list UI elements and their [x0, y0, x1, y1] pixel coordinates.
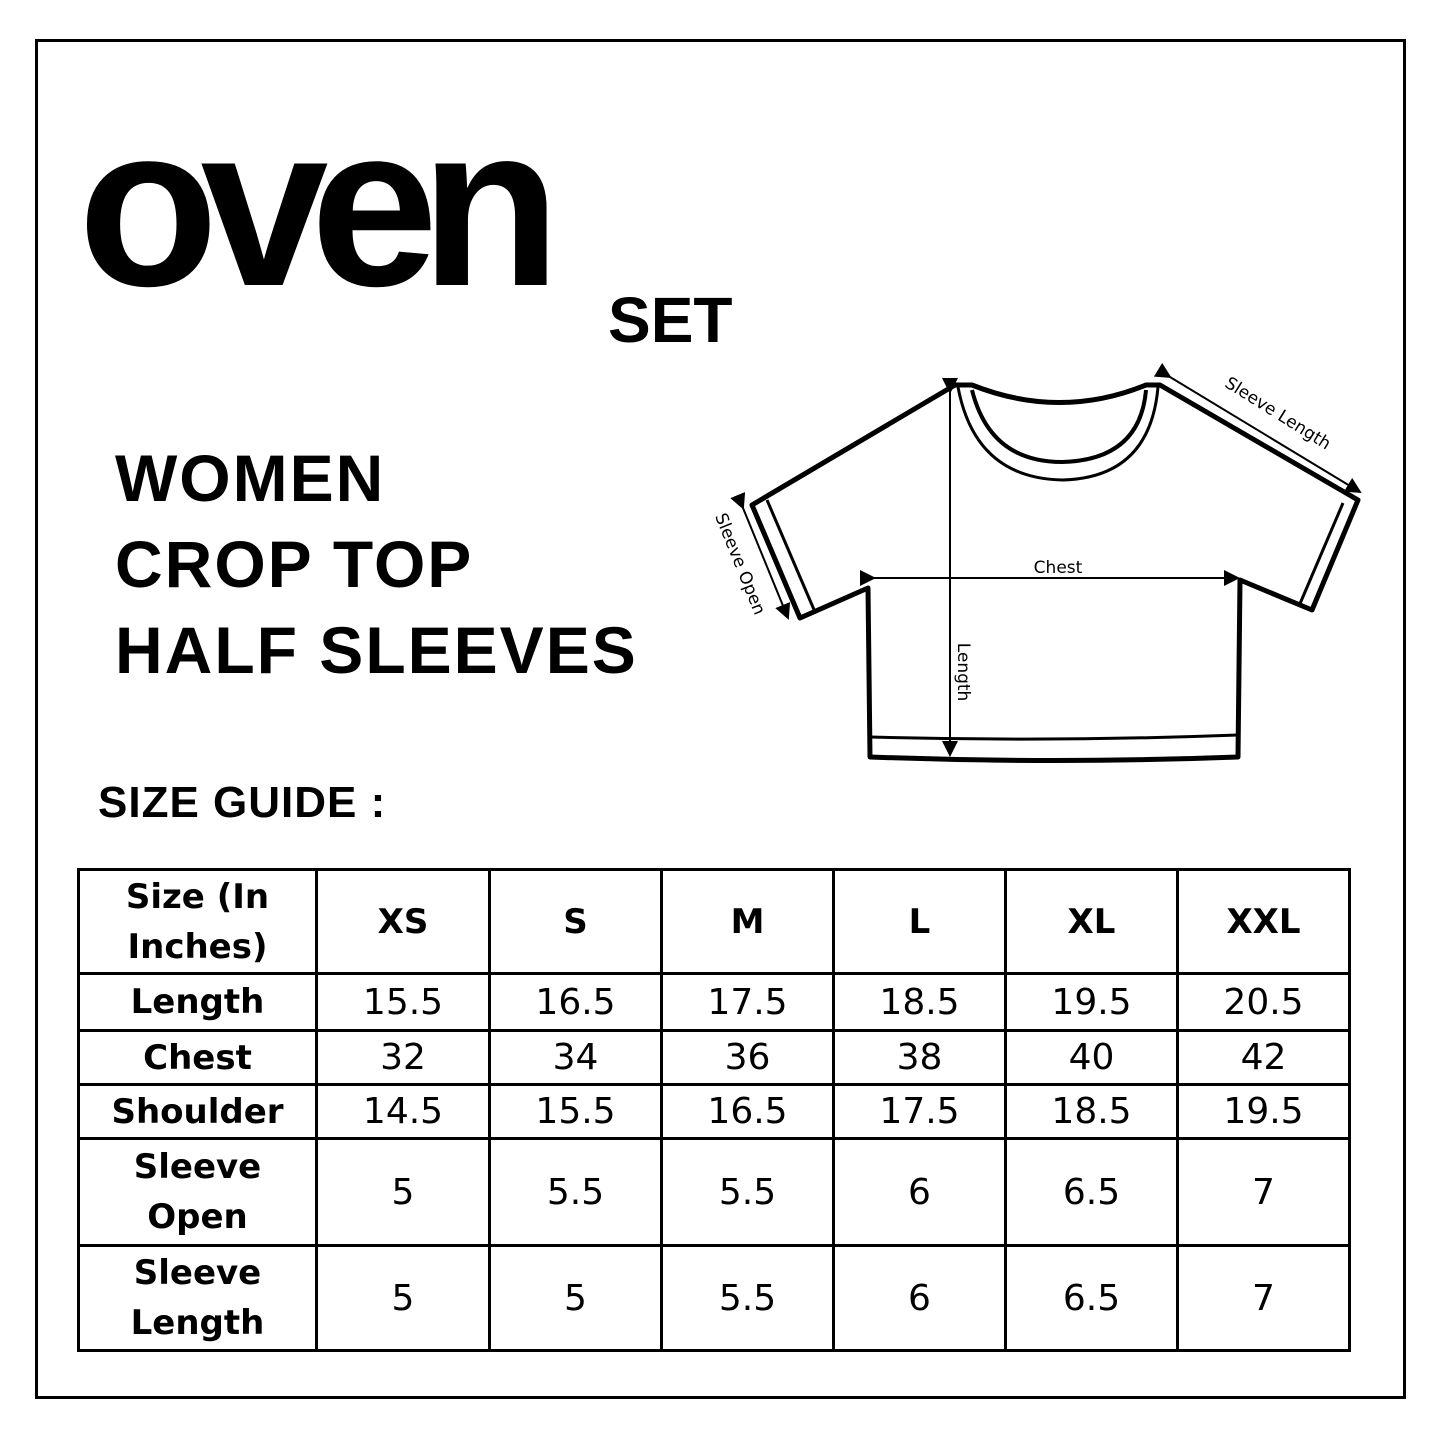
table-row: Length 15.5 16.5 17.5 18.5 19.5 20.5 — [77, 972, 1351, 1032]
cell: 32 — [315, 1029, 491, 1086]
table-row: Sleeve Open 5 5.5 5.5 6 6.5 7 — [77, 1137, 1351, 1247]
svg-text:oven: oven — [78, 110, 547, 334]
table-row: Sleeve Length 5 5 5.5 6 6.5 7 — [77, 1244, 1351, 1352]
cell: 18.5 — [832, 972, 1007, 1032]
cell: 6.5 — [1004, 1244, 1179, 1352]
size-header: S — [488, 868, 663, 975]
cell: 40 — [1004, 1029, 1179, 1086]
cell: 14.5 — [315, 1083, 491, 1140]
cell: 16.5 — [488, 972, 663, 1032]
page-frame — [35, 39, 1406, 1399]
cell: 17.5 — [832, 1083, 1007, 1140]
size-header: XS — [315, 868, 491, 975]
cell: 19.5 — [1004, 972, 1179, 1032]
cell: 6 — [832, 1244, 1007, 1352]
cell: 5.5 — [488, 1137, 663, 1247]
cell: 20.5 — [1176, 972, 1351, 1032]
size-header: M — [660, 868, 835, 975]
size-guide-heading: SIZE GUIDE : — [98, 778, 387, 827]
brand-logo: oven SET — [78, 110, 732, 356]
svg-text:SET: SET — [608, 284, 732, 356]
size-header: XXL — [1176, 868, 1351, 975]
size-header: L — [832, 868, 1007, 975]
cell: 18.5 — [1004, 1083, 1179, 1140]
cell: 16.5 — [660, 1083, 835, 1140]
product-title: WOMEN CROP TOP HALF SLEEVES — [115, 435, 638, 693]
cell: 7 — [1176, 1244, 1351, 1352]
table-header-row: Size (In Inches) XS S M L XL XXL — [77, 868, 1351, 975]
cell: 42 — [1176, 1029, 1351, 1086]
title-line: WOMEN — [115, 441, 386, 515]
cell: 15.5 — [315, 972, 491, 1032]
row-label: Chest — [77, 1029, 318, 1086]
cell: 5 — [315, 1137, 491, 1247]
cell: 5 — [315, 1244, 491, 1352]
table-row: Shoulder 14.5 15.5 16.5 17.5 18.5 19.5 — [77, 1083, 1351, 1140]
cell: 5.5 — [660, 1244, 835, 1352]
header-label-cell: Size (In Inches) — [77, 868, 318, 975]
cell: 38 — [832, 1029, 1007, 1086]
cell: 36 — [660, 1029, 835, 1086]
size-table: Size (In Inches) XS S M L XL XXL Length 1… — [77, 868, 1351, 1352]
row-label: Shoulder — [77, 1083, 318, 1140]
cell: 15.5 — [488, 1083, 663, 1140]
row-label: Length — [77, 972, 318, 1032]
size-header: XL — [1004, 868, 1179, 975]
title-line: HALF SLEEVES — [115, 613, 638, 687]
table-row: Chest 32 34 36 38 40 42 — [77, 1029, 1351, 1086]
cell: 19.5 — [1176, 1083, 1351, 1140]
cell: 7 — [1176, 1137, 1351, 1247]
row-label: Sleeve Open — [77, 1137, 318, 1247]
row-label: Sleeve Length — [77, 1244, 318, 1352]
title-line: CROP TOP — [115, 527, 474, 601]
cell: 5.5 — [660, 1137, 835, 1247]
cell: 34 — [488, 1029, 663, 1086]
cell: 6 — [832, 1137, 1007, 1247]
cell: 6.5 — [1004, 1137, 1179, 1247]
cell: 17.5 — [660, 972, 835, 1032]
cell: 5 — [488, 1244, 663, 1352]
